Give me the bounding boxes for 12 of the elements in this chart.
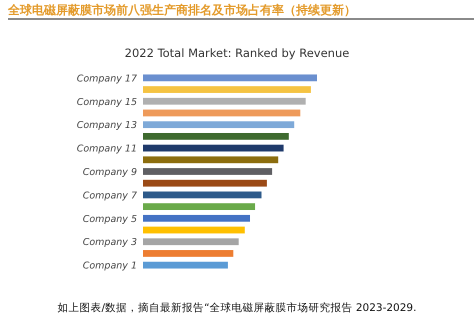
category: Company 5 [82,214,137,225]
category: Company 15 [76,96,137,108]
annotation: 如上图表/数据，摘自最新报告“全球电磁屏蔽膜市场研究报告 2023-2029. [58,302,416,314]
category: Company 11 [76,144,137,155]
category: Company 3 [82,237,137,248]
category: Company 7 [82,190,137,202]
category: Company 1 [82,260,137,272]
category: Company 13 [76,120,137,132]
category: Company 17 [76,73,137,84]
subtitle: 2022 Total Market: Ranked by Revenue [124,46,350,60]
category: Company 9 [82,167,137,178]
title: 全球电磁屏蔽膜市场前八强生产商排名及市场占有率（持续更新） [8,3,356,17]
